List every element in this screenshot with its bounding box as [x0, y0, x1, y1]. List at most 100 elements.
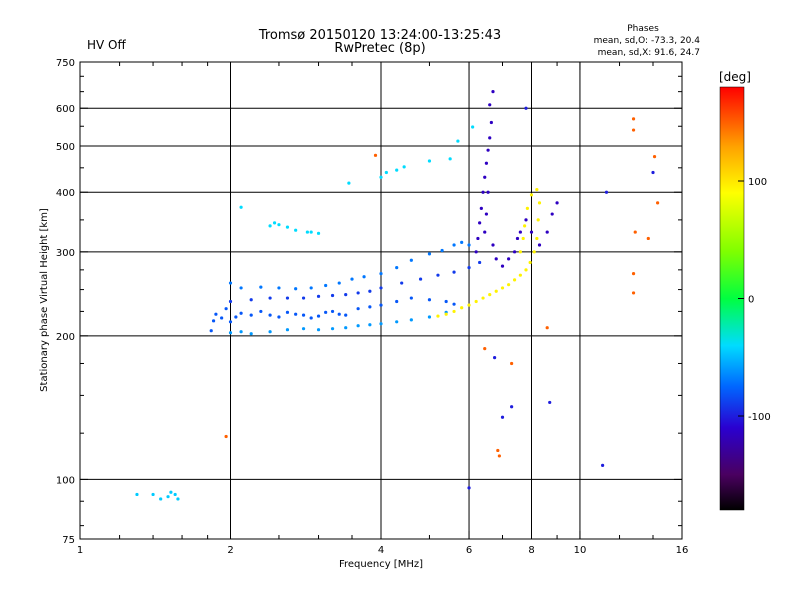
- y-tick-label: 600: [56, 104, 75, 115]
- gridlines: [80, 62, 682, 539]
- data-point: [309, 286, 313, 290]
- data-point: [507, 257, 511, 261]
- data-point: [356, 291, 360, 295]
- data-point: [309, 230, 313, 234]
- data-point: [209, 329, 213, 333]
- data-point: [220, 316, 224, 320]
- data-point: [535, 236, 539, 241]
- data-point: [409, 318, 413, 322]
- data-point: [356, 324, 360, 328]
- data-point: [173, 492, 177, 497]
- data-point: [368, 305, 372, 309]
- data-point: [444, 299, 448, 304]
- data-point: [631, 117, 636, 121]
- data-point: [631, 291, 636, 295]
- data-point: [440, 248, 444, 253]
- data-point: [301, 327, 306, 331]
- data-point: [488, 103, 492, 107]
- y-tick-label: 750: [56, 58, 75, 69]
- data-point: [234, 315, 238, 319]
- data-point: [395, 299, 399, 304]
- data-point: [330, 327, 335, 331]
- data-point: [488, 293, 492, 297]
- data-point: [601, 463, 605, 467]
- y-tick-label: 75: [62, 535, 75, 546]
- data-point: [444, 312, 448, 316]
- data-point: [305, 230, 309, 234]
- data-point: [268, 224, 272, 228]
- data-point: [344, 293, 348, 297]
- data-point: [518, 250, 522, 254]
- data-point: [436, 273, 440, 277]
- data-point: [524, 268, 528, 272]
- data-point: [481, 296, 485, 300]
- phases-x-stats: mean, sd,X: 91.6, 24.7: [598, 48, 700, 58]
- data-point: [330, 293, 335, 298]
- data-point: [324, 310, 328, 314]
- data-point: [646, 236, 650, 241]
- data-point: [316, 314, 321, 318]
- data-point: [548, 400, 552, 405]
- data-point: [316, 328, 321, 332]
- x-tick-label: 10: [574, 545, 587, 556]
- data-point: [309, 316, 313, 320]
- data-point: [491, 243, 495, 247]
- data-point: [427, 298, 432, 302]
- x-axis-label: Frequency [MHz]: [339, 559, 423, 570]
- data-point: [316, 294, 321, 298]
- data-point: [452, 309, 456, 314]
- data-point: [249, 298, 253, 302]
- data-point: [604, 190, 609, 194]
- data-point: [277, 286, 281, 290]
- data-points: [135, 90, 660, 501]
- data-point: [368, 289, 372, 293]
- data-point: [294, 287, 298, 291]
- data-point: [521, 236, 525, 241]
- data-point: [239, 286, 243, 290]
- data-point: [239, 205, 243, 209]
- data-point: [510, 405, 514, 409]
- data-point: [427, 159, 432, 163]
- data-point: [268, 330, 272, 334]
- data-point: [474, 250, 478, 254]
- x-tick-label: 2: [227, 545, 233, 556]
- y-tick-label: 500: [56, 142, 75, 153]
- data-point: [512, 278, 517, 282]
- data-point: [294, 228, 298, 232]
- data-point: [427, 315, 432, 319]
- data-point: [337, 312, 341, 316]
- data-point: [356, 307, 360, 311]
- data-point: [379, 286, 383, 290]
- colorbar-tick-label: 100: [748, 177, 767, 188]
- data-point: [211, 319, 216, 323]
- data-point: [228, 320, 233, 324]
- data-point: [169, 490, 173, 494]
- data-point: [537, 243, 542, 247]
- data-point: [395, 320, 399, 324]
- data-point: [478, 260, 482, 265]
- data-point: [500, 415, 505, 419]
- data-point: [249, 332, 253, 336]
- data-point: [496, 448, 500, 453]
- data-point: [481, 190, 485, 194]
- data-point: [483, 175, 487, 179]
- data-point: [272, 221, 277, 225]
- data-point: [301, 296, 306, 300]
- data-point: [224, 434, 228, 439]
- data-point: [285, 296, 290, 300]
- data-point: [524, 218, 528, 222]
- data-point: [479, 206, 483, 210]
- data-point: [500, 264, 505, 268]
- data-point: [478, 221, 482, 225]
- data-point: [483, 230, 487, 234]
- data-point: [633, 230, 637, 234]
- plot-area: 1 2 4 6 8 10 16 75 100 200 300 400 500 600 750: [56, 58, 688, 556]
- x-tick-label: 16: [676, 545, 689, 556]
- data-point: [494, 257, 498, 261]
- y-tick-label: 300: [56, 248, 75, 259]
- data-point: [395, 265, 399, 270]
- phases-title: Phases: [627, 24, 659, 34]
- data-point: [489, 120, 493, 125]
- data-point: [268, 313, 272, 317]
- data-point: [176, 497, 180, 501]
